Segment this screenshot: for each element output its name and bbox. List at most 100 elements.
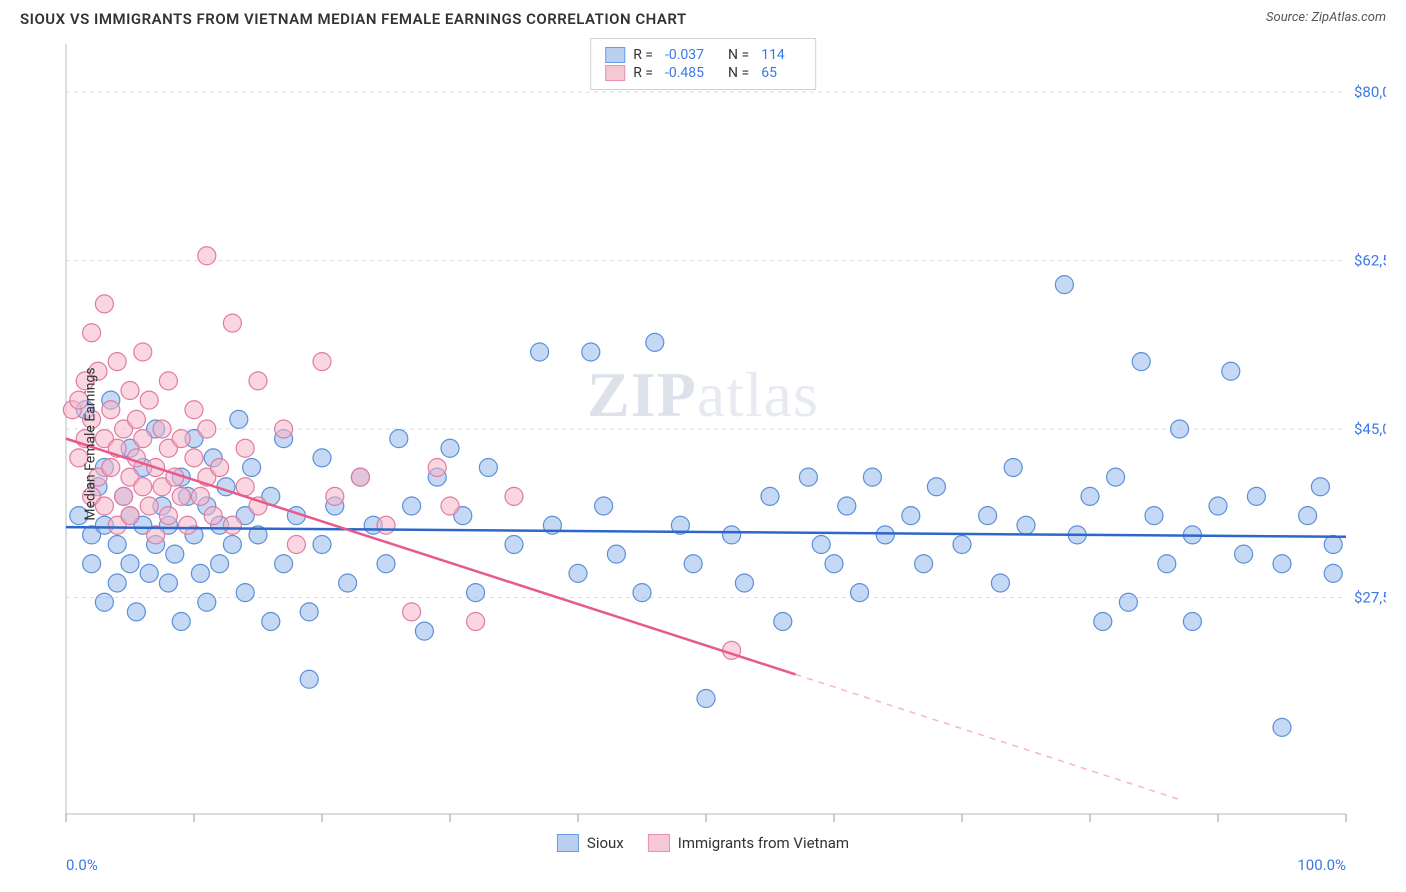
data-point <box>863 468 881 486</box>
data-point <box>927 478 945 496</box>
data-point <box>140 497 158 515</box>
correlation-legend: R =-0.037N =114 R =-0.485N =65 <box>590 38 816 90</box>
data-point <box>403 603 421 621</box>
data-point <box>812 536 830 554</box>
data-point <box>249 372 267 390</box>
data-point <box>1273 718 1291 736</box>
data-point <box>390 430 408 448</box>
data-point <box>505 487 523 505</box>
data-point <box>1081 487 1099 505</box>
data-point <box>1107 468 1125 486</box>
data-point <box>1158 555 1176 573</box>
data-point <box>140 564 158 582</box>
data-point <box>211 555 229 573</box>
data-point <box>127 410 145 428</box>
correlation-chart: Median Female Earnings $27,500$45,000$62… <box>20 34 1386 854</box>
data-point <box>1311 478 1329 496</box>
data-point <box>646 333 664 351</box>
data-point <box>236 584 254 602</box>
data-point <box>697 690 715 708</box>
data-point <box>95 295 113 313</box>
data-point <box>172 430 190 448</box>
data-point <box>211 459 229 477</box>
data-point <box>121 507 139 525</box>
data-point <box>1017 516 1035 534</box>
data-point <box>102 401 120 419</box>
data-point <box>1247 487 1265 505</box>
data-point <box>172 487 190 505</box>
scatter-plot-svg: $27,500$45,000$62,500$80,000 <box>20 34 1386 854</box>
data-point <box>134 478 152 496</box>
data-point <box>1209 497 1227 515</box>
legend-item: Sioux <box>557 834 624 852</box>
data-point <box>915 555 933 573</box>
data-point <box>825 555 843 573</box>
data-point <box>198 420 216 438</box>
data-point <box>505 536 523 554</box>
data-point <box>159 507 177 525</box>
data-point <box>1324 564 1342 582</box>
data-point <box>531 343 549 361</box>
data-point <box>262 613 280 631</box>
data-point <box>236 439 254 457</box>
data-point <box>953 536 971 554</box>
legend-row: R =-0.485N =65 <box>605 65 801 81</box>
data-point <box>1004 459 1022 477</box>
source-attribution: Source: ZipAtlas.com <box>1266 10 1386 25</box>
x-min-label: 0.0% <box>66 856 98 874</box>
y-tick-label: $27,500 <box>1354 588 1386 606</box>
data-point <box>851 584 869 602</box>
data-point <box>83 324 101 342</box>
data-point <box>979 507 997 525</box>
data-point <box>185 449 203 467</box>
data-point <box>121 382 139 400</box>
data-point <box>428 459 446 477</box>
data-point <box>223 516 241 534</box>
data-point <box>761 487 779 505</box>
data-point <box>108 536 126 554</box>
data-point <box>159 372 177 390</box>
data-point <box>121 555 139 573</box>
data-point <box>582 343 600 361</box>
data-point <box>108 574 126 592</box>
data-point <box>236 478 254 496</box>
data-point <box>326 487 344 505</box>
data-point <box>415 622 433 640</box>
data-point <box>1094 613 1112 631</box>
data-point <box>179 516 197 534</box>
data-point <box>607 545 625 563</box>
data-point <box>191 487 209 505</box>
data-point <box>1119 593 1137 611</box>
legend-swatch <box>605 65 625 81</box>
data-point <box>467 584 485 602</box>
data-point <box>735 574 753 592</box>
data-point <box>377 516 395 534</box>
data-point <box>172 613 190 631</box>
chart-title: SIOUX VS IMMIGRANTS FROM VIETNAM MEDIAN … <box>20 10 687 28</box>
data-point <box>991 574 1009 592</box>
data-point <box>191 564 209 582</box>
y-axis-label: Median Female Earnings <box>83 367 99 520</box>
data-point <box>1273 555 1291 573</box>
data-point <box>569 564 587 582</box>
data-point <box>479 459 497 477</box>
data-point <box>243 459 261 477</box>
legend-row: R =-0.037N =114 <box>605 47 801 63</box>
data-point <box>185 401 203 419</box>
data-point <box>300 603 318 621</box>
data-point <box>339 574 357 592</box>
data-point <box>633 584 651 602</box>
data-point <box>275 555 293 573</box>
data-point <box>83 555 101 573</box>
data-point <box>313 449 331 467</box>
data-point <box>351 468 369 486</box>
data-point <box>1222 362 1240 380</box>
data-point <box>403 497 421 515</box>
data-point <box>1324 536 1342 554</box>
data-point <box>876 526 894 544</box>
data-point <box>313 536 331 554</box>
series-legend: SiouxImmigrants from Vietnam <box>557 834 849 852</box>
data-point <box>134 430 152 448</box>
data-point <box>204 507 222 525</box>
data-point <box>134 343 152 361</box>
